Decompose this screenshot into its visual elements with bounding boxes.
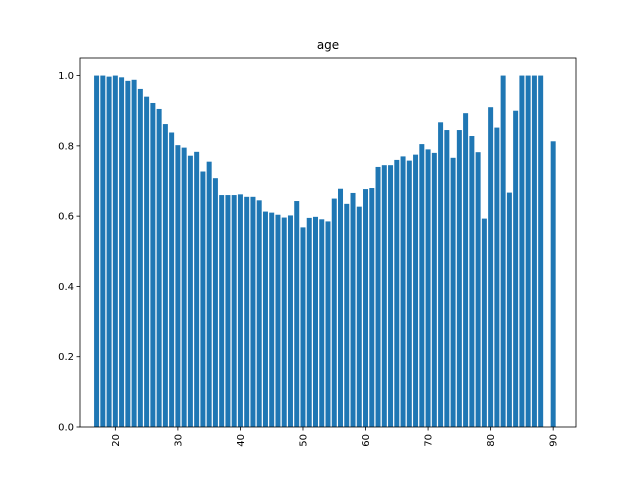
x-tick-label-90: 90 xyxy=(549,434,560,447)
bar-67 xyxy=(406,160,412,428)
bar-53 xyxy=(319,219,325,427)
bar-60 xyxy=(363,189,369,427)
bar-39 xyxy=(231,195,237,427)
bar-54 xyxy=(325,221,331,427)
bar-44 xyxy=(262,211,268,427)
bar-30 xyxy=(175,145,181,427)
bar-36 xyxy=(212,178,218,427)
bar-88 xyxy=(538,75,544,428)
bar-57 xyxy=(344,203,350,427)
bar-62 xyxy=(375,166,381,427)
axes-frame xyxy=(79,57,577,428)
bar-45 xyxy=(269,212,275,427)
bar-76 xyxy=(463,113,469,427)
bar-59 xyxy=(356,206,362,427)
bars-group xyxy=(94,75,556,428)
bar-21 xyxy=(119,77,125,427)
x-tick-label-50: 50 xyxy=(298,434,309,447)
y-tick-label-5: 1.0 xyxy=(58,71,74,82)
y-tick-label-2: 0.4 xyxy=(58,282,74,293)
bar-84 xyxy=(513,110,519,427)
bar-41 xyxy=(244,196,250,427)
bar-48 xyxy=(287,215,293,427)
bar-43 xyxy=(256,200,262,427)
y-tick-label-0: 0.0 xyxy=(58,423,74,434)
bar-35 xyxy=(206,161,212,427)
bar-51 xyxy=(306,217,312,427)
bar-27 xyxy=(156,108,162,427)
bar-71 xyxy=(431,152,437,427)
bar-73 xyxy=(444,130,450,428)
bar-28 xyxy=(162,124,168,427)
bar-40 xyxy=(237,194,243,427)
x-ticks-group: 20 30 40 50 60 70 80 90 xyxy=(111,427,560,447)
bar-66 xyxy=(400,156,406,427)
axes-group xyxy=(79,57,577,428)
bar-34 xyxy=(200,171,206,427)
bar-64 xyxy=(388,165,394,427)
bar-65 xyxy=(394,159,400,427)
bar-38 xyxy=(225,195,231,427)
bar-46 xyxy=(275,214,281,427)
y-ticks-group: 0.0 0.2 0.4 0.6 0.8 1.0 xyxy=(58,71,80,434)
bar-52 xyxy=(312,216,318,427)
bar-77 xyxy=(469,136,475,427)
bar-85 xyxy=(519,75,525,428)
x-tick-label-60: 60 xyxy=(361,434,372,447)
x-tick-label-40: 40 xyxy=(236,434,247,447)
bar-79 xyxy=(481,218,487,427)
bar-56 xyxy=(338,188,344,427)
bar-74 xyxy=(450,157,456,427)
bar-19 xyxy=(106,76,112,427)
bar-47 xyxy=(281,217,287,427)
bar-37 xyxy=(219,195,225,427)
x-tick-label-30: 30 xyxy=(173,434,184,447)
bar-83 xyxy=(506,192,512,427)
bar-32 xyxy=(187,155,193,427)
y-tick-label-4: 0.8 xyxy=(58,141,74,152)
x-tick-label-70: 70 xyxy=(424,434,435,447)
bar-33 xyxy=(194,151,200,427)
bar-25 xyxy=(144,96,150,428)
bar-29 xyxy=(169,132,175,427)
bar-26 xyxy=(150,102,156,428)
bar-42 xyxy=(250,196,256,427)
y-tick-label-3: 0.6 xyxy=(58,212,74,223)
bar-69 xyxy=(419,144,425,427)
y-tick-label-1: 0.2 xyxy=(58,352,74,363)
bar-61 xyxy=(369,188,375,427)
bar-55 xyxy=(331,198,337,427)
bar-90 xyxy=(550,141,556,427)
bar-31 xyxy=(181,147,187,427)
bar-18 xyxy=(100,75,106,428)
bar-82 xyxy=(500,75,506,428)
bar-22 xyxy=(125,80,131,427)
bar-80 xyxy=(488,107,494,427)
x-tick-label-80: 80 xyxy=(486,434,497,447)
chart-title: age xyxy=(317,38,339,52)
bar-75 xyxy=(456,130,462,428)
bar-49 xyxy=(294,201,300,427)
bar-24 xyxy=(137,88,143,427)
bar-20 xyxy=(112,75,118,428)
bar-23 xyxy=(131,79,137,427)
x-tick-label-20: 20 xyxy=(111,434,122,447)
bar-78 xyxy=(475,152,481,427)
bar-63 xyxy=(381,165,387,427)
bar-70 xyxy=(425,149,431,427)
bar-50 xyxy=(300,227,306,427)
bar-58 xyxy=(350,192,356,427)
bar-72 xyxy=(438,122,444,427)
bar-86 xyxy=(525,75,531,428)
bar-87 xyxy=(531,75,537,428)
bar-68 xyxy=(413,154,419,427)
bar-81 xyxy=(494,127,500,427)
bar-17 xyxy=(94,75,100,428)
